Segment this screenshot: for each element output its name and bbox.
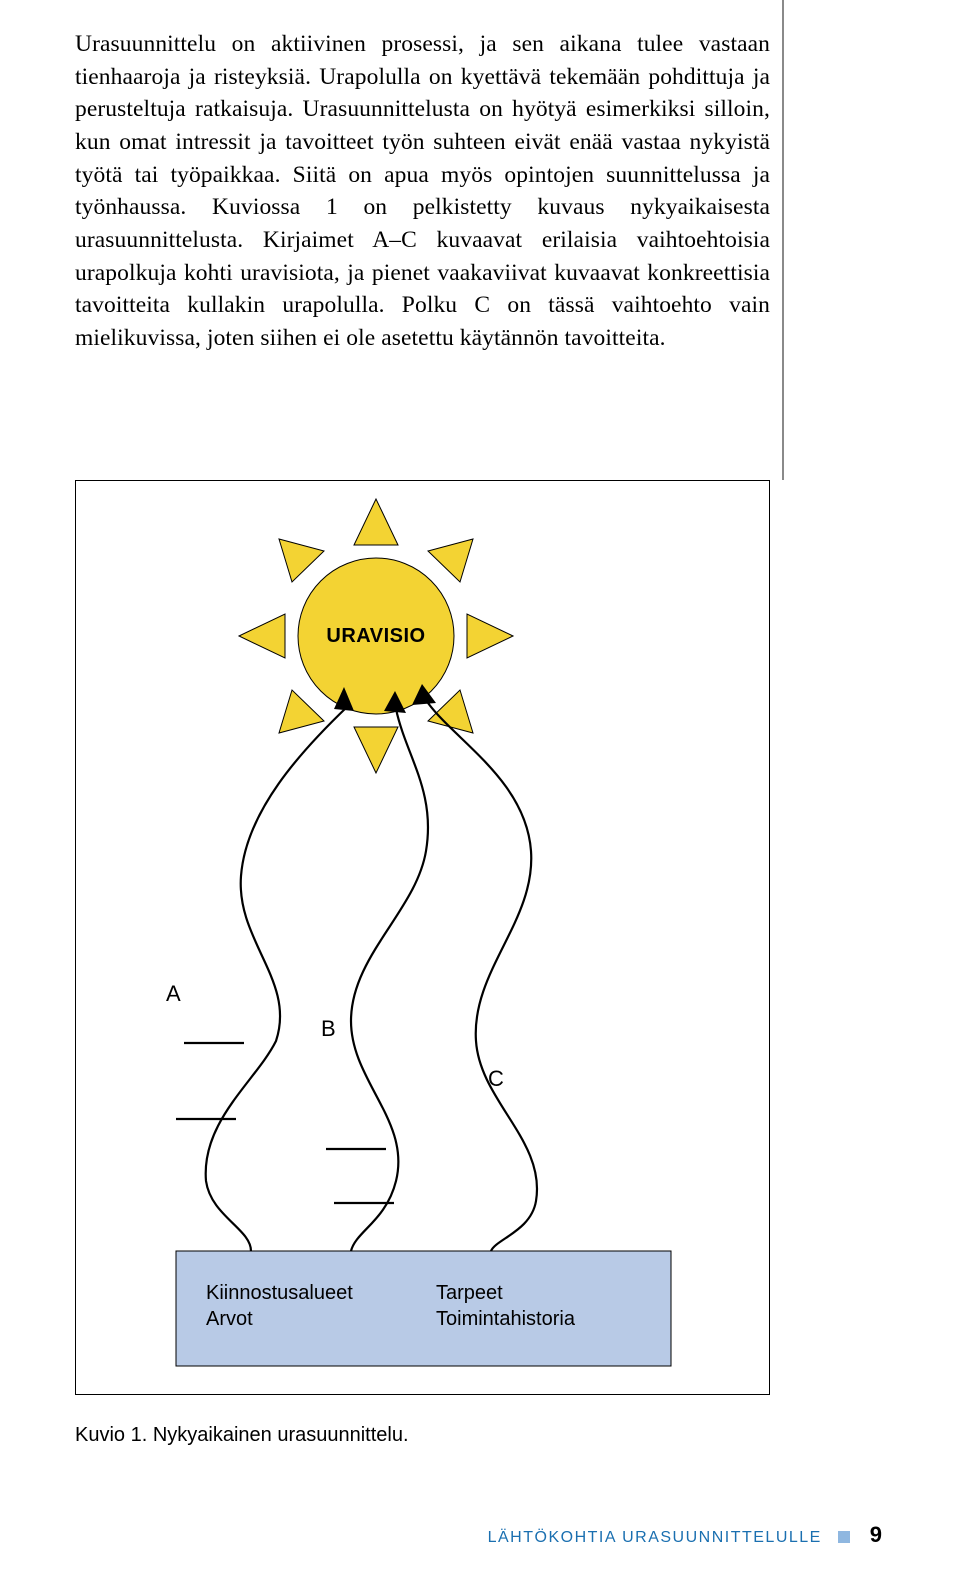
figure-svg: URAVISIO A B C Kiinnostusalueet Arvot Tarpee… <box>76 481 771 1396</box>
svg-text:Toimintahistoria: Toimintahistoria <box>436 1308 576 1330</box>
body-paragraph: Urasuunnittelu on aktiivinen prosessi, j… <box>75 28 770 355</box>
side-rule <box>782 0 784 480</box>
svg-text:Arvot: Arvot <box>206 1308 253 1330</box>
career-paths <box>206 703 537 1251</box>
footer-page-number: 9 <box>870 1522 882 1547</box>
svg-text:Kiinnostusalueet: Kiinnostusalueet <box>206 1282 353 1304</box>
sun-label: URAVISIO <box>326 625 425 647</box>
footer-section-title: LÄHTÖKOHTIA URASUUNNITTELULLE <box>488 1529 822 1546</box>
svg-text:C: C <box>488 1066 504 1091</box>
path-labels: A B C <box>166 981 504 1091</box>
svg-text:A: A <box>166 981 181 1006</box>
figure-caption: Kuvio 1. Nykyaikainen urasuunnittelu. <box>75 1424 409 1447</box>
page-footer: LÄHTÖKOHTIA URASUUNNITTELULLE 9 <box>488 1522 882 1548</box>
svg-text:B: B <box>321 1016 336 1041</box>
footer-square-icon <box>838 1531 850 1543</box>
figure-1: URAVISIO A B C Kiinnostusalueet Arvot Tarpee… <box>75 480 770 1395</box>
svg-text:Tarpeet: Tarpeet <box>436 1282 503 1304</box>
